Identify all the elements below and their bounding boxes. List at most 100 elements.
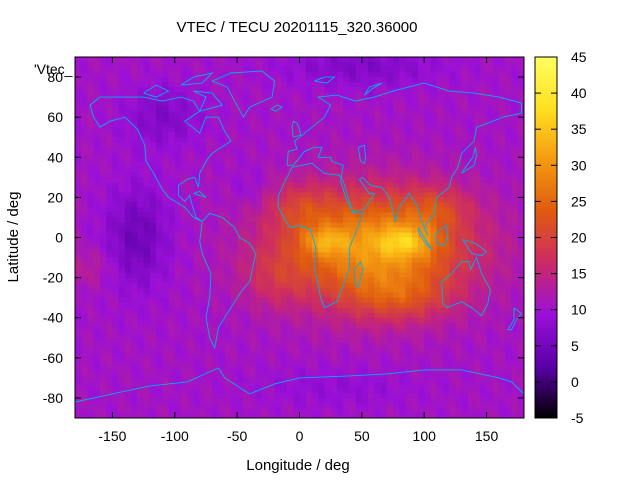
heatmap-cell — [461, 262, 469, 269]
heatmap-cell — [99, 112, 107, 118]
heatmap-cell — [75, 62, 82, 68]
heatmap-cell — [405, 127, 413, 133]
heatmap-cell — [461, 352, 469, 359]
heatmap-cell — [106, 242, 114, 249]
heatmap-cell — [480, 397, 488, 404]
heatmap-cell — [517, 242, 524, 249]
heatmap-cell — [480, 317, 488, 324]
heatmap-cell — [467, 397, 475, 404]
heatmap-cell — [199, 137, 207, 143]
heatmap-cell — [386, 57, 394, 63]
heatmap-cell — [480, 67, 488, 73]
heatmap-cell — [118, 322, 126, 329]
heatmap-cell — [168, 67, 176, 73]
heatmap-cell — [149, 232, 157, 239]
heatmap-cell — [280, 287, 288, 294]
heatmap-cell — [230, 352, 238, 359]
heatmap-cell — [368, 142, 375, 148]
heatmap-cell — [93, 77, 101, 83]
heatmap-cell — [268, 207, 276, 214]
heatmap-cell — [361, 67, 369, 73]
heatmap-cell — [430, 237, 438, 244]
heatmap-cell — [424, 302, 432, 309]
heatmap-cell — [417, 172, 425, 178]
heatmap-cell — [187, 147, 195, 153]
heatmap-cell — [449, 97, 457, 103]
heatmap-cell — [93, 247, 101, 254]
heatmap-cell — [193, 182, 201, 188]
heatmap-cell — [486, 162, 494, 168]
heatmap-cell — [399, 392, 407, 399]
heatmap-cell — [430, 87, 438, 93]
heatmap-cell — [243, 332, 251, 339]
heatmap-cell — [237, 402, 244, 409]
heatmap-cell — [156, 357, 163, 364]
heatmap-cell — [181, 297, 188, 304]
heatmap-cell — [486, 107, 494, 113]
heatmap-cell — [149, 342, 157, 349]
heatmap-cell — [349, 317, 357, 324]
heatmap-cell — [330, 297, 338, 304]
heatmap-cell — [255, 92, 263, 98]
heatmap-cell — [336, 117, 344, 123]
heatmap-cell — [237, 222, 244, 229]
heatmap-cell — [368, 112, 375, 118]
heatmap-cell — [492, 277, 500, 284]
heatmap-cell — [249, 112, 257, 118]
heatmap-cell — [262, 157, 269, 163]
heatmap-cell — [93, 297, 101, 304]
heatmap-cell — [131, 362, 138, 369]
heatmap-cell — [224, 207, 232, 214]
heatmap-cell — [424, 137, 432, 143]
heatmap-cell — [299, 122, 307, 128]
heatmap-cell — [168, 372, 176, 379]
heatmap-cell — [287, 202, 294, 209]
heatmap-cell — [330, 232, 338, 239]
heatmap-cell — [430, 367, 438, 374]
heatmap-cell — [486, 397, 494, 404]
heatmap-cell — [137, 97, 145, 103]
heatmap-cell — [386, 142, 394, 148]
heatmap-cell — [455, 192, 463, 198]
heatmap-cell — [280, 172, 288, 178]
heatmap-cell — [212, 127, 220, 133]
heatmap-cell — [149, 307, 157, 314]
heatmap-cell — [274, 57, 282, 63]
heatmap-cell — [417, 262, 425, 269]
heatmap-cell — [124, 187, 132, 193]
heatmap-cell — [374, 337, 382, 344]
heatmap-cell — [424, 352, 432, 359]
heatmap-cell — [436, 107, 444, 113]
heatmap-cell — [99, 222, 107, 229]
heatmap-cell — [199, 337, 207, 344]
heatmap-cell — [355, 132, 363, 138]
heatmap-cell — [436, 157, 444, 163]
heatmap-cell — [93, 332, 101, 339]
heatmap-cell — [361, 102, 369, 108]
heatmap-cell — [368, 192, 375, 198]
heatmap-cell — [262, 127, 269, 133]
heatmap-cell — [499, 272, 506, 279]
heatmap-cell — [243, 197, 251, 203]
heatmap-cell — [143, 162, 151, 168]
heatmap-cell — [480, 217, 488, 224]
heatmap-cell — [93, 352, 101, 359]
heatmap-cell — [355, 397, 363, 404]
heatmap-cell — [75, 222, 82, 229]
heatmap-cell — [311, 357, 319, 364]
heatmap-cell — [380, 277, 388, 284]
heatmap-cell — [492, 67, 500, 73]
heatmap-cell — [336, 277, 344, 284]
heatmap-cell — [112, 182, 120, 188]
heatmap-cell — [187, 387, 195, 394]
heatmap-cell — [405, 197, 413, 203]
heatmap-cell — [193, 97, 201, 103]
heatmap-cell — [137, 142, 145, 148]
heatmap-cell — [224, 307, 232, 314]
heatmap-cell — [424, 122, 432, 128]
heatmap-cell — [87, 72, 95, 78]
heatmap-cell — [131, 132, 138, 138]
heatmap-cell — [274, 302, 282, 309]
heatmap-cell — [230, 147, 238, 153]
heatmap-cell — [449, 127, 457, 133]
